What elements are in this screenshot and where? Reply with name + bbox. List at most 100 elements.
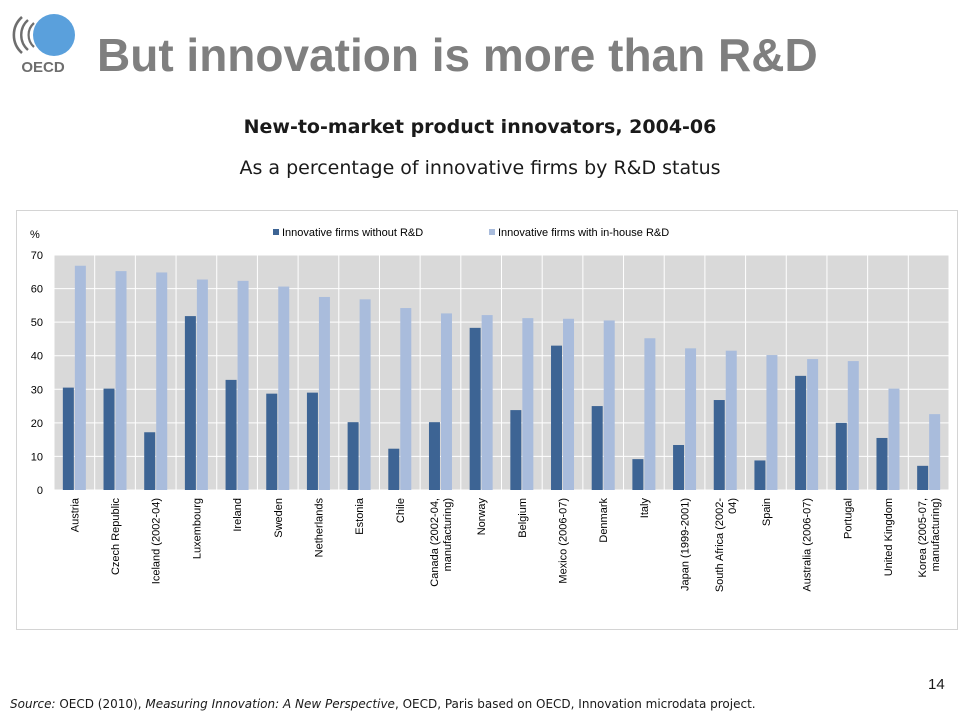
bar-with-rd [685,348,697,490]
bar-with-rd [440,313,452,490]
x-tick-label: Denmark [598,498,610,543]
bar-without-rd [713,400,725,490]
bar-with-rd [807,359,819,490]
bar-with-rd [237,280,249,490]
y-tick-label: 0 [37,485,43,497]
oecd-logo-text: OECD [21,59,65,74]
x-tick-label-line: Japan (1999-2001) [680,498,692,591]
x-tick-label-line: Chile [395,498,407,523]
bar-without-rd [103,388,115,490]
bar-without-rd [876,437,888,490]
bar-with-rd [522,318,534,490]
x-tick-label-line: Canada (2002-04, [429,498,441,587]
bar-without-rd [144,432,156,490]
x-tick-label: Norway [476,498,488,536]
x-tick-label-line: Mexico (2006-07) [558,498,570,584]
x-tick-label-line: Austria [69,497,81,532]
legend-label: Innovative firms without R&D [282,227,423,239]
y-tick-label: 10 [31,451,43,463]
x-tick-label: Australia (2006-07) [802,498,814,592]
bar-with-rd [888,388,900,490]
bar-with-rd [929,414,941,490]
bar-with-rd [563,318,575,490]
bar-with-rd [278,286,290,490]
x-tick-label-line: Spain [761,498,773,526]
x-tick-label-line: Norway [476,498,488,536]
bar-with-rd [481,315,493,490]
legend-label: Innovative firms with in-house R&D [498,227,669,239]
source-text-2: , OECD, Paris based on OECD, Innovation … [394,697,756,711]
bar-with-rd [74,265,86,490]
x-tick-label-line: Portugal [842,498,854,539]
bar-with-rd [847,361,859,490]
x-tick-label-line: manufacturing) [442,498,454,571]
x-tick-label: Netherlands [313,498,325,558]
source-publication-title: Measuring Innovation: A New Perspective [145,697,395,711]
x-tick-label-line: Estonia [354,497,366,535]
y-tick-label: 70 [31,250,43,262]
bar-without-rd [225,379,237,490]
x-tick-label-line: 04) [727,498,739,514]
oecd-logo-arc-icon [20,19,29,51]
bar-with-rd [644,338,656,490]
x-tick-label: Canada (2002-04,manufacturing) [429,498,454,587]
legend-swatch [273,229,279,235]
bar-without-rd [591,406,603,490]
bar-without-rd [673,445,685,490]
x-tick-label-line: Sweden [273,498,285,538]
source-label: Source: [10,697,56,711]
chart-subtitle: As a percentage of innovative firms by R… [239,157,721,179]
x-tick-label-line: Iceland (2002-04) [151,498,163,584]
x-tick-label: Belgium [517,498,529,538]
bar-without-rd [306,392,318,490]
bar-with-rd [115,271,127,490]
bar-without-rd [632,459,644,490]
y-tick-label: 40 [31,351,43,363]
bar-without-rd [184,316,196,490]
bar-without-rd [469,327,481,490]
y-axis-label: % [30,229,40,241]
bar-without-rd [62,387,74,490]
bar-with-rd [766,355,778,490]
x-tick-label-line: United Kingdom [883,498,895,576]
oecd-logo-circle-icon [33,14,75,56]
y-tick-label: 30 [31,384,43,396]
oecd-logo-arc-icon [27,22,35,48]
bar-without-rd [754,460,766,490]
x-tick-label-line: Denmark [598,498,610,543]
bar-with-rd [603,320,615,490]
x-tick-label: Korea (2005-07,manufacturing) [917,498,942,578]
oecd-logo-arc-icon [12,16,23,54]
x-tick-label: Spain [761,498,773,526]
x-tick-label-line: Ireland [232,498,244,532]
bar-chart: 0 10 20 30 40 50 60 70% Austria Czech Republic Ice… [30,227,950,593]
x-tick-label: Chile [395,498,407,523]
chart-frame: 0 10 20 30 40 50 60 70% Austria Czech Republic Ice… [16,210,958,630]
x-tick-label-line: Korea (2005-07, [917,498,929,578]
x-tick-label-line: South Africa (2002- [714,498,726,593]
source-note: Source: OECD (2010), Measuring Innovatio… [10,697,756,711]
x-tick-label: Iceland (2002-04) [151,498,163,584]
x-tick-label: Czech Republic [110,498,122,576]
x-tick-label: Estonia [354,497,366,535]
legend-swatch [489,229,495,235]
bar-without-rd [795,375,807,490]
x-tick-label: Luxembourg [191,498,203,559]
y-tick-label: 50 [31,317,43,329]
bar-without-rd [388,448,400,490]
x-tick-label: South Africa (2002-04) [714,498,739,593]
x-tick-label: Portugal [842,498,854,539]
x-tick-label: Japan (1999-2001) [680,498,692,591]
x-tick-label-line: Netherlands [313,498,325,558]
x-tick-label-line: manufacturing) [930,498,942,571]
x-tick-label: Austria [69,497,81,532]
x-tick-label-line: Italy [639,498,651,519]
bar-with-rd [196,279,208,490]
x-tick-label: Italy [639,498,651,519]
x-tick-label-line: Czech Republic [110,498,122,576]
bar-without-rd [551,345,563,490]
chart-title: New-to-market product innovators, 2004-0… [243,116,717,138]
x-tick-label-line: Luxembourg [191,498,203,559]
x-tick-label: Sweden [273,498,285,538]
x-tick-label: Ireland [232,498,244,532]
